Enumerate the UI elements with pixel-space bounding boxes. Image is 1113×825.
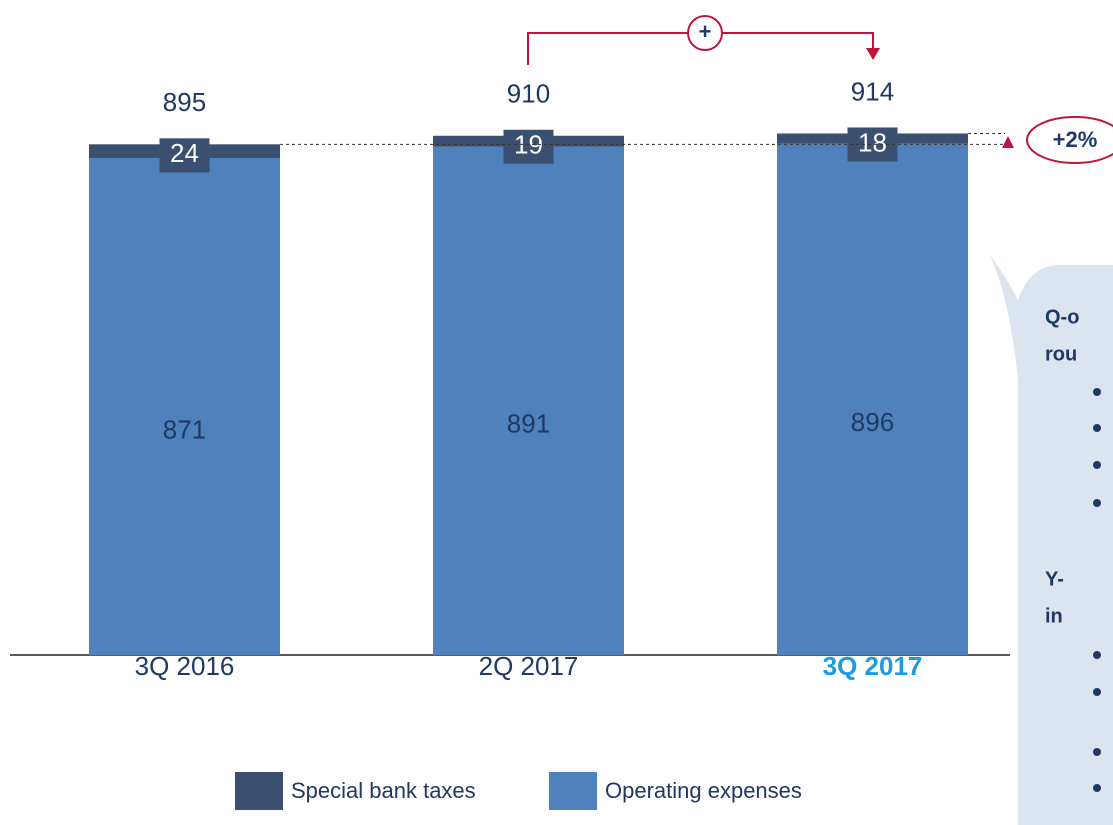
annotation-circle bbox=[1026, 116, 1113, 164]
arrow-head bbox=[1002, 136, 1014, 148]
legend-label: Special bank taxes bbox=[291, 778, 476, 803]
panel-bullets bbox=[1093, 388, 1101, 792]
panel-text: Q-o bbox=[1045, 306, 1079, 328]
total-label: 910 bbox=[507, 79, 550, 109]
value-label: 871 bbox=[163, 414, 206, 444]
total-label: 895 bbox=[163, 87, 206, 117]
panel-text: rou bbox=[1045, 343, 1077, 365]
x-tick-label: 2Q 2017 bbox=[479, 651, 579, 681]
value-label: 891 bbox=[507, 409, 550, 439]
note-panel bbox=[990, 255, 1113, 825]
label-box bbox=[847, 127, 898, 162]
bar-segment bbox=[89, 158, 280, 656]
bar-segment bbox=[433, 146, 624, 655]
annotation-circle bbox=[687, 15, 723, 51]
legend-label: Operating expenses bbox=[605, 778, 802, 803]
legend-swatch bbox=[235, 772, 283, 810]
value-label: 896 bbox=[851, 407, 894, 437]
legend-swatch bbox=[549, 772, 597, 810]
value-label: 24 bbox=[170, 138, 199, 168]
arrow-head bbox=[866, 48, 880, 60]
x-tick-label: 3Q 2016 bbox=[135, 651, 235, 681]
label-box bbox=[503, 129, 554, 164]
panel-text: Y- bbox=[1045, 568, 1064, 590]
total-label: 914 bbox=[851, 76, 894, 106]
annotation: + bbox=[699, 19, 712, 44]
label-box bbox=[159, 138, 210, 173]
panel-text: in bbox=[1045, 605, 1063, 627]
x-tick-label: 3Q 2017 bbox=[823, 651, 923, 681]
bar-segment bbox=[777, 143, 968, 655]
value-label: 18 bbox=[858, 127, 887, 157]
annotation: +2% bbox=[1053, 127, 1098, 152]
